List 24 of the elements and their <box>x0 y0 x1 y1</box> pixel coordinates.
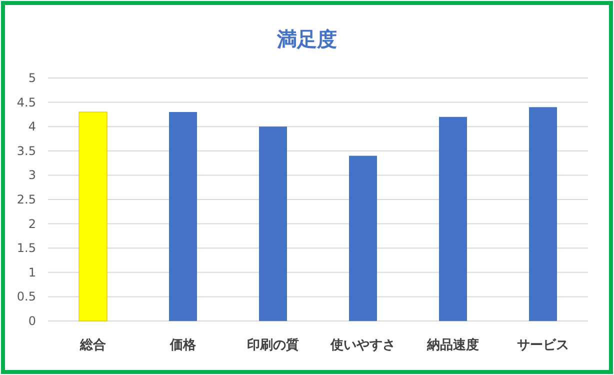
y-tick-label: 0.5 <box>16 290 36 304</box>
bar <box>349 156 377 321</box>
bar <box>78 112 108 322</box>
y-tick-label: 0 <box>28 314 36 328</box>
y-tick-label: 4.5 <box>16 95 36 110</box>
x-tick-label: サービス <box>517 338 569 353</box>
x-tick-label: 総合 <box>79 337 106 353</box>
y-tick-label: 3 <box>28 168 36 182</box>
y-tick-label: 5 <box>28 71 36 85</box>
y-tick-label: 2.5 <box>16 192 36 206</box>
bar <box>169 112 197 321</box>
x-tick-label: 使いやすさ <box>330 338 396 353</box>
y-tick-label: 1 <box>28 265 36 280</box>
y-tick-label: 1.5 <box>16 241 36 256</box>
y-tick-label: 2 <box>28 216 36 231</box>
x-tick-label: 納品速度 <box>426 337 479 353</box>
y-tick-label: 4 <box>28 120 36 134</box>
bar <box>259 126 287 321</box>
x-tick-label: 印刷の質 <box>247 337 299 353</box>
y-tick-label: 3.5 <box>16 144 36 158</box>
x-tick-label: 価格 <box>169 338 197 353</box>
bar <box>439 116 467 321</box>
bar <box>529 107 557 321</box>
chart-title: 満足度 <box>276 27 337 51</box>
